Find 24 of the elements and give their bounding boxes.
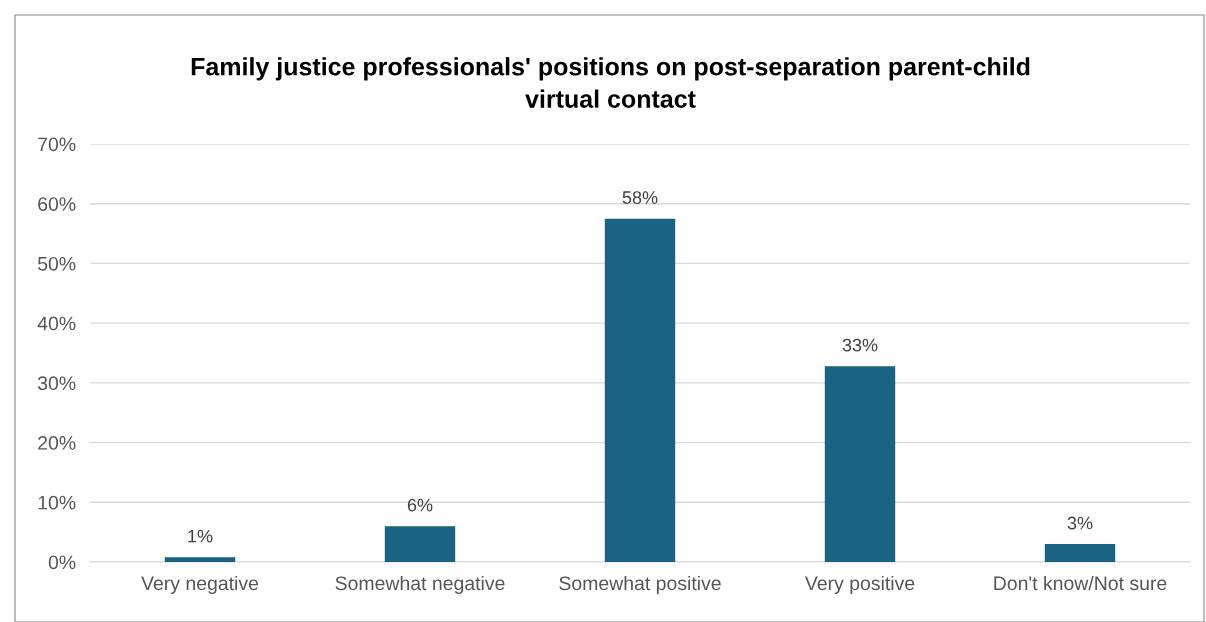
y-tick-label: 10% — [38, 495, 76, 510]
y-tick-label: 70% — [38, 137, 76, 152]
y-tick-label: 60% — [38, 197, 76, 211]
data-label: 33% — [842, 338, 878, 352]
x-tick-label: Don't know/Not sure — [994, 575, 1167, 591]
x-tick-label: Somewhat positive — [559, 575, 721, 595]
y-tick-label: 20% — [38, 436, 76, 450]
bar — [384, 526, 456, 562]
bar — [1044, 544, 1116, 562]
bar — [164, 557, 236, 562]
bar — [604, 218, 676, 562]
bar — [824, 366, 896, 562]
x-tick-label: Very negative — [141, 575, 259, 595]
data-label: 1% — [188, 529, 213, 543]
data-label: 58% — [622, 191, 658, 204]
data-label: 6% — [407, 498, 433, 512]
y-tick-label: 0% — [48, 555, 76, 570]
x-tick-label: Very positive — [804, 575, 915, 595]
data-label: 3% — [1067, 516, 1093, 530]
y-tick-label: 40% — [37, 316, 76, 331]
y-tick-label: 50% — [37, 256, 76, 271]
chart-title: Family justice professionals' positions on post-separation parent-child virtual contact — [191, 57, 1030, 108]
y-tick-label: 30% — [37, 376, 76, 391]
x-tick-label: Somewhat negative — [335, 575, 505, 595]
